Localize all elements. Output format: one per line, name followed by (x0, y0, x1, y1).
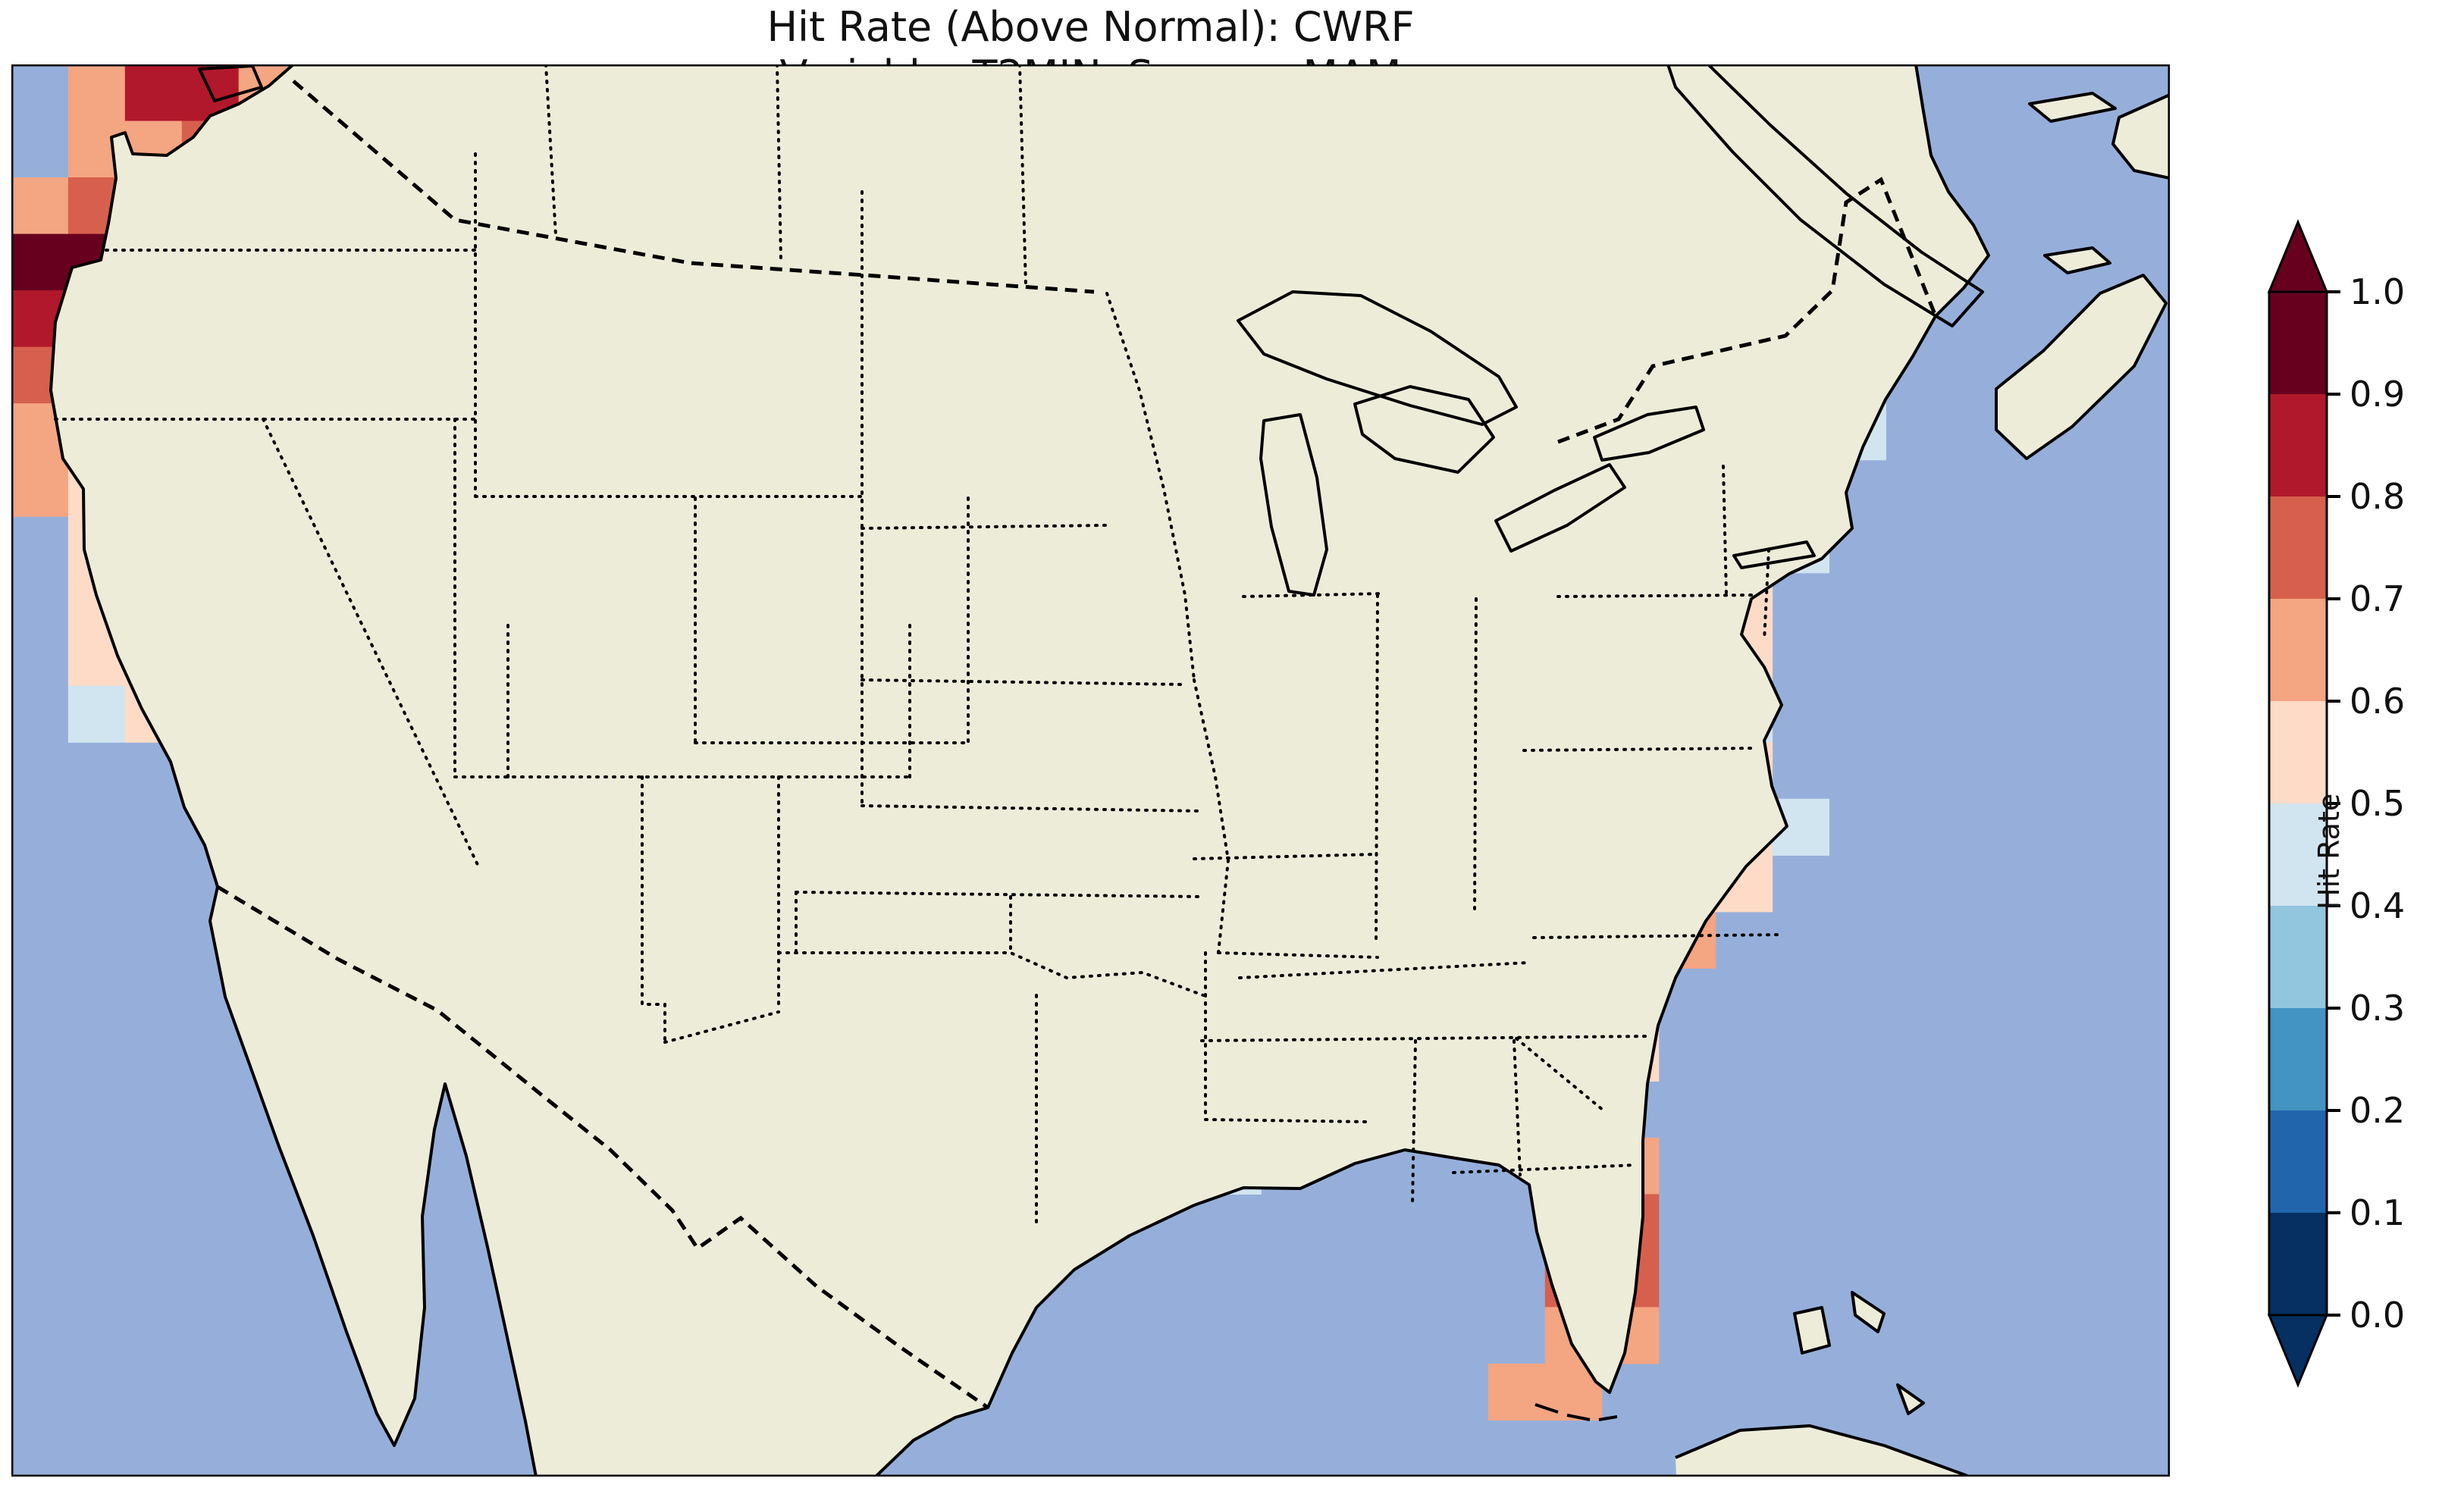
border-bc-ab (544, 64, 557, 236)
colorbar-segment (2269, 599, 2327, 701)
colorbar-tick-label: 0.0 (2350, 1295, 2405, 1336)
border-wi-il (1242, 592, 1385, 598)
border-in-oh (1473, 597, 1478, 915)
coastline-group (49, 64, 2170, 1477)
colorbar: 1.0 0.9 0.8 0.7 0.6 0.5 0.4 0.3 0.2 0.1 0.0 (2263, 205, 2464, 1417)
us-canada-border-east (1557, 177, 1938, 444)
land-bahamas-eleuthera (1852, 1292, 1884, 1332)
colorbar-segment (2269, 803, 2327, 906)
colorbar-segment (2269, 1213, 2327, 1315)
colorbar-segment (2269, 1110, 2327, 1213)
border-az-nm (641, 775, 666, 1045)
border-ok-panhandle (795, 891, 1012, 954)
border-ar-la (1204, 1118, 1370, 1123)
chart-title-line1: Hit Rate (Above Normal): CWRF (766, 3, 1415, 51)
colorbar-segment (2269, 292, 2327, 394)
hit-rate-cell (11, 233, 69, 291)
border-ms-al (1411, 1039, 1417, 1204)
border-mn-west (1105, 292, 1196, 681)
colorbar-segments (2268, 290, 2328, 1317)
border-mississippi-river (1193, 678, 1230, 954)
colorbar-tick-label: 0.4 (2350, 885, 2405, 926)
land-bahamas-andros (1795, 1308, 1829, 1353)
colorbar-tick-labels: 1.0 0.9 0.8 0.7 0.6 0.5 0.4 0.3 0.2 0.1 0.0 (2350, 271, 2405, 1336)
border-sd-ne (861, 678, 1184, 686)
map-plot-area (11, 64, 2170, 1477)
colorbar-svg: 1.0 0.9 0.8 0.7 0.6 0.5 0.4 0.3 0.2 0.1 0.0 (2267, 219, 2405, 1388)
land-newfoundland (2113, 95, 2170, 178)
us-hit-rate-map (11, 64, 2170, 1477)
border-ks-ok (795, 891, 1205, 898)
border-nm-tx (663, 775, 780, 1044)
colorbar-axis-label-text: Hit Rate (2312, 793, 2346, 910)
border-mb-on (1018, 64, 1027, 287)
colorbar-segment (2269, 906, 2327, 1008)
land-nova-scotia (1996, 275, 2166, 459)
border-il-in (1375, 594, 1379, 944)
colorbar-extend-arrow (2267, 1314, 2329, 1388)
border-ne-england (1722, 465, 1770, 642)
hit-rate-cell (67, 64, 126, 122)
border-ga-fl (1452, 1164, 1637, 1174)
border-mo-ar (1217, 951, 1379, 959)
colorbar-tick-label: 1.0 (2350, 271, 2405, 312)
colorbar-tick-label: 0.2 (2350, 1090, 2405, 1131)
colorbar-tick-label: 0.1 (2350, 1192, 2405, 1233)
border-ca-nv (262, 418, 481, 871)
colorbar-ticks (2327, 290, 2340, 1317)
colorbar-segment (2269, 701, 2327, 803)
colorbar-segment (2269, 394, 2327, 496)
hit-rate-cell (11, 177, 69, 235)
country-borders (216, 80, 1938, 1410)
border-ne-ks (861, 804, 1205, 813)
colorbar-tick-label: 0.3 (2350, 988, 2405, 1029)
border-ky-tn-region (1200, 961, 1652, 1042)
border-nd-sd (861, 524, 1108, 530)
state-borders (54, 64, 1783, 1226)
colorbar-axis-label: Hit Rate (2312, 705, 2434, 910)
colorbar-tick-label: 0.8 (2350, 476, 2405, 517)
hit-rate-cell (11, 459, 69, 517)
hit-rate-cell (67, 685, 126, 743)
border-ia-mo (1193, 853, 1378, 860)
hit-rate-cell (1487, 1364, 1546, 1421)
colorbar-tick-label: 0.7 (2350, 578, 2405, 619)
map-frame (11, 64, 2170, 1477)
colorbar-tick-label: 0.6 (2350, 681, 2405, 722)
colorbar-tick-label: 0.9 (2350, 374, 2405, 415)
colorbar-segment (2269, 1008, 2327, 1110)
us-canada-border (292, 80, 1095, 294)
border-ok-tx-red-river (777, 951, 1205, 997)
us-mexico-border (216, 885, 989, 1410)
border-sk-mb (776, 64, 782, 262)
colorbar-extend-arrow (2267, 219, 2329, 293)
border-al-ga (1513, 1039, 1522, 1176)
border-pa-south (1522, 747, 1758, 752)
colorbar-tick-label: 0.5 (2350, 783, 2405, 824)
hit-rate-cell (124, 64, 183, 122)
land-cuba (1676, 1426, 1967, 1477)
border-va-nc (1532, 933, 1783, 939)
florida-keys (1535, 1403, 1618, 1421)
colorbar-segment (2269, 496, 2327, 599)
border-pa-ny (1556, 594, 1758, 598)
border-sc-ga (1515, 1037, 1605, 1112)
